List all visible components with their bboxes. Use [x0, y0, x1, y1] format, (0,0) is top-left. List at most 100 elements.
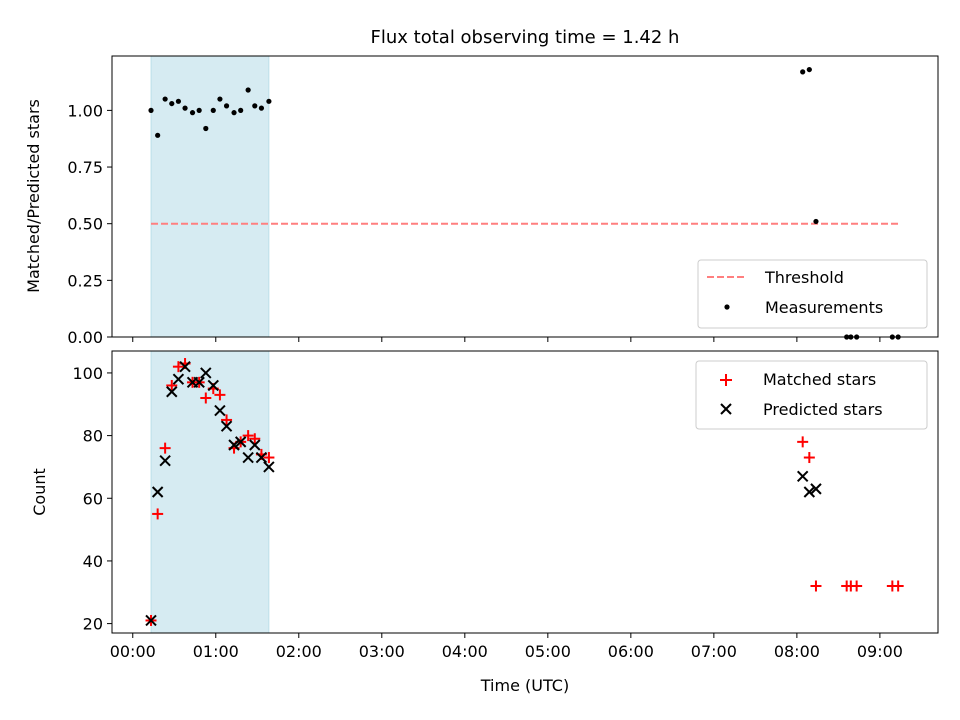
measurement-point [813, 218, 819, 225]
legend-measurements-label: Measurements [765, 298, 883, 317]
matched-star-point [810, 580, 822, 592]
matched-star-point [159, 442, 171, 454]
legend-matched-swatch [720, 374, 732, 386]
measurement-point [258, 105, 265, 111]
bottom-xtick-label: 04:00 [442, 642, 488, 661]
predicted-star-point [220, 420, 233, 432]
bottom-legend: Matched stars Predicted stars [695, 360, 928, 430]
predicted-star-point [159, 454, 171, 467]
matched-star-point [152, 508, 164, 520]
bottom-legend-box [695, 360, 928, 430]
measurement-point [266, 98, 272, 104]
bottom-xtick-label: 01:00 [193, 642, 239, 661]
predicted-star-point [214, 404, 226, 417]
bottom-axis-layer: 20 40 60 80 100 00:00 01:00 02:00 03:00 04:00 05:0… [72, 364, 902, 661]
bottom-shaded-span [150, 350, 270, 634]
measurement-point [189, 110, 196, 116]
predicted-star-point [249, 439, 261, 451]
top-axis-layer: 0.00 0.25 0.50 0.75 1.00 [67, 101, 881, 347]
predicted-star-point [151, 486, 164, 498]
bottom-ytick-label: 60 [83, 489, 103, 508]
chart-title: Flux total observing time = 1.42 h [371, 27, 680, 48]
bottom-xtick-label: 09:00 [857, 642, 903, 661]
legend-matched-label: Matched stars [763, 370, 876, 389]
matched-star-point [803, 452, 815, 464]
matched-star-point [200, 392, 212, 404]
measurement-point [162, 96, 168, 102]
measurement-point [182, 105, 188, 111]
measurement-point [238, 107, 244, 113]
predicted-star-point [796, 470, 809, 483]
bottom-shaded-span-layer [150, 350, 270, 634]
bottom-ytick-label: 80 [83, 427, 103, 446]
bottom-xtick-label: 08:00 [774, 642, 820, 661]
predicted-star-point [207, 379, 219, 392]
bottom-xtick-label: 05:00 [525, 642, 571, 661]
measurement-point [175, 98, 182, 104]
measurement-point [169, 100, 175, 107]
top-ytick-label: 1.00 [67, 101, 103, 120]
matched-star-point [851, 580, 863, 592]
predicted-star-point [810, 483, 822, 495]
top-data-layer [148, 66, 901, 340]
predicted-star-point [234, 436, 247, 448]
bottom-xtick-label: 00:00 [110, 642, 156, 661]
measurement-point [217, 96, 223, 102]
top-panel: 0.00 0.25 0.50 0.75 1.00 Matched/Predicted s… [24, 55, 939, 347]
predicted-star-point [200, 367, 212, 379]
top-legend: Threshold Measurements [697, 259, 928, 329]
legend-measurements-swatch [724, 304, 730, 310]
predicted-star-point [242, 451, 254, 464]
bottom-ytick-label: 100 [72, 364, 103, 383]
bottom-xtick-label: 02:00 [276, 642, 322, 661]
bottom-xlabel: Time (UTC) [480, 676, 569, 695]
top-ytick-label: 0.25 [67, 271, 103, 290]
top-shaded-span-layer [150, 55, 270, 338]
legend-predicted-label: Predicted stars [763, 400, 883, 419]
bottom-xtick-label: 07:00 [691, 642, 737, 661]
legend-predicted-swatch [720, 403, 732, 415]
predicted-star-point [803, 486, 816, 498]
bottom-xtick-label: 03:00 [359, 642, 405, 661]
legend-threshold-label: Threshold [764, 268, 844, 287]
predicted-star-point [172, 373, 185, 385]
matched-star-point [172, 361, 184, 373]
top-ylabel: Matched/Predicted stars [24, 99, 43, 293]
matched-star-point [214, 389, 226, 401]
predicted-star-point [228, 439, 240, 451]
matched-star-point [166, 379, 178, 391]
matched-star-point [221, 414, 233, 426]
matched-star-point [797, 436, 809, 448]
measurement-point [155, 132, 161, 138]
bottom-axes-frame [111, 350, 939, 634]
predicted-star-point [263, 461, 275, 473]
measurement-point [210, 107, 216, 113]
matched-star-point [892, 580, 904, 592]
bottom-xtick-label: 06:00 [608, 642, 654, 661]
bottom-data-layer [145, 358, 904, 627]
measurement-point [223, 103, 230, 109]
measurement-point [203, 125, 209, 132]
measurement-point [806, 66, 812, 73]
top-ytick-label: 0.00 [67, 328, 103, 347]
top-axes-frame [111, 55, 939, 338]
bottom-ytick-label: 40 [83, 552, 103, 571]
bottom-ytick-label: 20 [83, 615, 103, 634]
measurement-point [252, 103, 258, 109]
predicted-star-point [145, 614, 157, 627]
bottom-panel: 20 40 60 80 100 00:00 01:00 02:00 03:00 04:00 05:0… [30, 350, 939, 695]
predicted-star-point [193, 376, 205, 389]
predicted-star-point [166, 386, 178, 398]
predicted-star-point [179, 360, 191, 373]
matched-star-point [263, 452, 275, 464]
measurement-point [800, 69, 806, 75]
matched-star-point [242, 430, 254, 442]
top-ytick-label: 0.50 [67, 215, 103, 234]
top-legend-box [697, 259, 928, 329]
measurement-point [245, 87, 251, 93]
measurement-point [196, 107, 202, 113]
predicted-star-point [255, 451, 268, 464]
matched-star-point [249, 433, 261, 445]
top-ytick-label: 0.75 [67, 158, 103, 177]
